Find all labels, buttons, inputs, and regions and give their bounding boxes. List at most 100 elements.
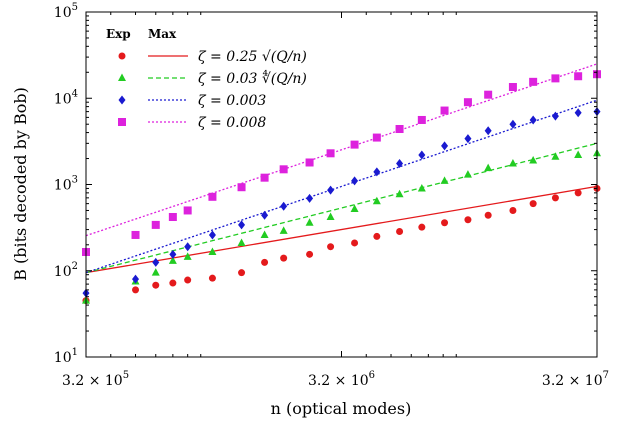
- series-3-point: [529, 115, 537, 125]
- series-4-point: [305, 158, 314, 167]
- y-tick-label: 104: [54, 88, 78, 107]
- series-1-point: [306, 250, 314, 258]
- series-3-point: [327, 185, 335, 195]
- series-4-point: [168, 212, 177, 221]
- legend-marker-3: [118, 95, 126, 105]
- y-tick-label: 102: [54, 261, 78, 280]
- series-3-point: [169, 249, 177, 259]
- series-2-point: [574, 150, 583, 158]
- legend-marker-4: [118, 118, 126, 126]
- series-1-point: [280, 254, 288, 262]
- series-1-point: [327, 243, 335, 251]
- series-1-point: [464, 216, 472, 224]
- series-2-max-line: [85, 142, 598, 274]
- legend-label-3: ζ = 0.003: [198, 93, 266, 109]
- series-3-point: [464, 134, 472, 144]
- series-2-point: [326, 212, 335, 220]
- legend-header-max: Max: [148, 27, 177, 41]
- series-1-point: [169, 279, 177, 287]
- series-2-point: [279, 226, 288, 234]
- series-4-point: [440, 106, 449, 115]
- series-4-point: [237, 183, 246, 192]
- series-1-point: [238, 269, 246, 277]
- ticks-layer: 101 102 103 104 105 3.2 × 105 3.2 × 106 3.2 × 1…: [54, 2, 609, 389]
- series-4-point: [279, 165, 288, 174]
- series-3-point: [396, 159, 404, 169]
- series-3-point: [184, 242, 192, 252]
- series-3-point: [132, 274, 140, 284]
- series-3-point: [261, 210, 269, 220]
- series-1-point: [261, 258, 269, 266]
- series-2-point: [395, 189, 404, 198]
- series-3-point: [509, 119, 517, 129]
- legend: Exp Max ζ = 0.25 √(Q/n) ζ = 0.03 ∜(Q/n) ζ = …: [106, 27, 307, 131]
- series-4-point: [551, 74, 560, 83]
- series-1-max-line: [85, 185, 598, 274]
- series-3-point: [238, 220, 246, 230]
- series-4-point: [508, 83, 517, 92]
- series-4-point: [131, 230, 140, 239]
- series-layer: [82, 63, 601, 305]
- series-3: [82, 99, 601, 298]
- series-2-point: [237, 238, 246, 246]
- x-tick-label: 3.2 × 107: [542, 370, 609, 389]
- series-3-point: [306, 193, 314, 203]
- series-1-point: [373, 232, 381, 240]
- series-2-point: [260, 230, 269, 238]
- series-4-point: [463, 98, 472, 107]
- series-4-point: [151, 220, 160, 229]
- series-2-point: [183, 252, 192, 260]
- series-2: [82, 142, 601, 304]
- series-2-point: [305, 218, 314, 226]
- series-3-point: [351, 176, 359, 186]
- series-3-max-line: [85, 99, 598, 274]
- series-1-point: [441, 219, 449, 227]
- series-4-point: [208, 192, 217, 201]
- series-3-point: [551, 111, 559, 121]
- legend-label-4: ζ = 0.008: [198, 115, 266, 131]
- series-3-point: [208, 230, 216, 240]
- series-1-point: [184, 276, 192, 284]
- series-2-point: [508, 159, 517, 167]
- y-axis-label: B (bits decoded by Bob): [11, 87, 30, 281]
- series-4-point: [417, 115, 426, 124]
- series-3-point: [418, 150, 426, 160]
- series-2-point: [350, 204, 359, 212]
- series-1: [82, 184, 601, 305]
- series-4: [82, 63, 601, 256]
- series-4-max-line: [85, 63, 598, 237]
- series-2-point: [208, 247, 217, 255]
- legend-marker-1: [118, 52, 126, 60]
- series-1-point: [208, 274, 216, 282]
- series-1-point: [509, 206, 517, 214]
- series-1-point: [152, 281, 160, 289]
- series-4-point: [574, 72, 583, 81]
- series-2-point: [168, 256, 177, 264]
- series-1-point: [574, 189, 582, 197]
- series-1-point: [529, 200, 537, 208]
- series-1-point: [351, 239, 359, 247]
- series-2-point: [372, 196, 381, 205]
- series-3-point: [441, 141, 449, 151]
- series-2-point: [440, 176, 449, 184]
- series-2-point: [151, 268, 160, 276]
- series-2-point: [417, 183, 426, 192]
- series-4-point: [372, 133, 381, 142]
- plot-frame: [85, 11, 598, 358]
- series-1-point: [484, 211, 492, 219]
- series-2-point: [484, 163, 493, 172]
- y-tick-label: 105: [54, 2, 78, 21]
- x-axis-label: n (optical modes): [271, 399, 412, 418]
- y-tick-label: 103: [54, 175, 78, 194]
- legend-label-2: ζ = 0.03 ∜(Q/n): [198, 69, 307, 87]
- series-3-point: [574, 108, 582, 118]
- series-2-point: [551, 152, 560, 160]
- series-1-point: [132, 286, 140, 294]
- series-4-point: [260, 173, 269, 182]
- series-1-point: [396, 228, 404, 236]
- legend-label-1: ζ = 0.25 √(Q/n): [198, 49, 307, 65]
- series-2-point: [463, 170, 472, 178]
- legend-header-exp: Exp: [106, 27, 131, 41]
- series-4-point: [395, 125, 404, 134]
